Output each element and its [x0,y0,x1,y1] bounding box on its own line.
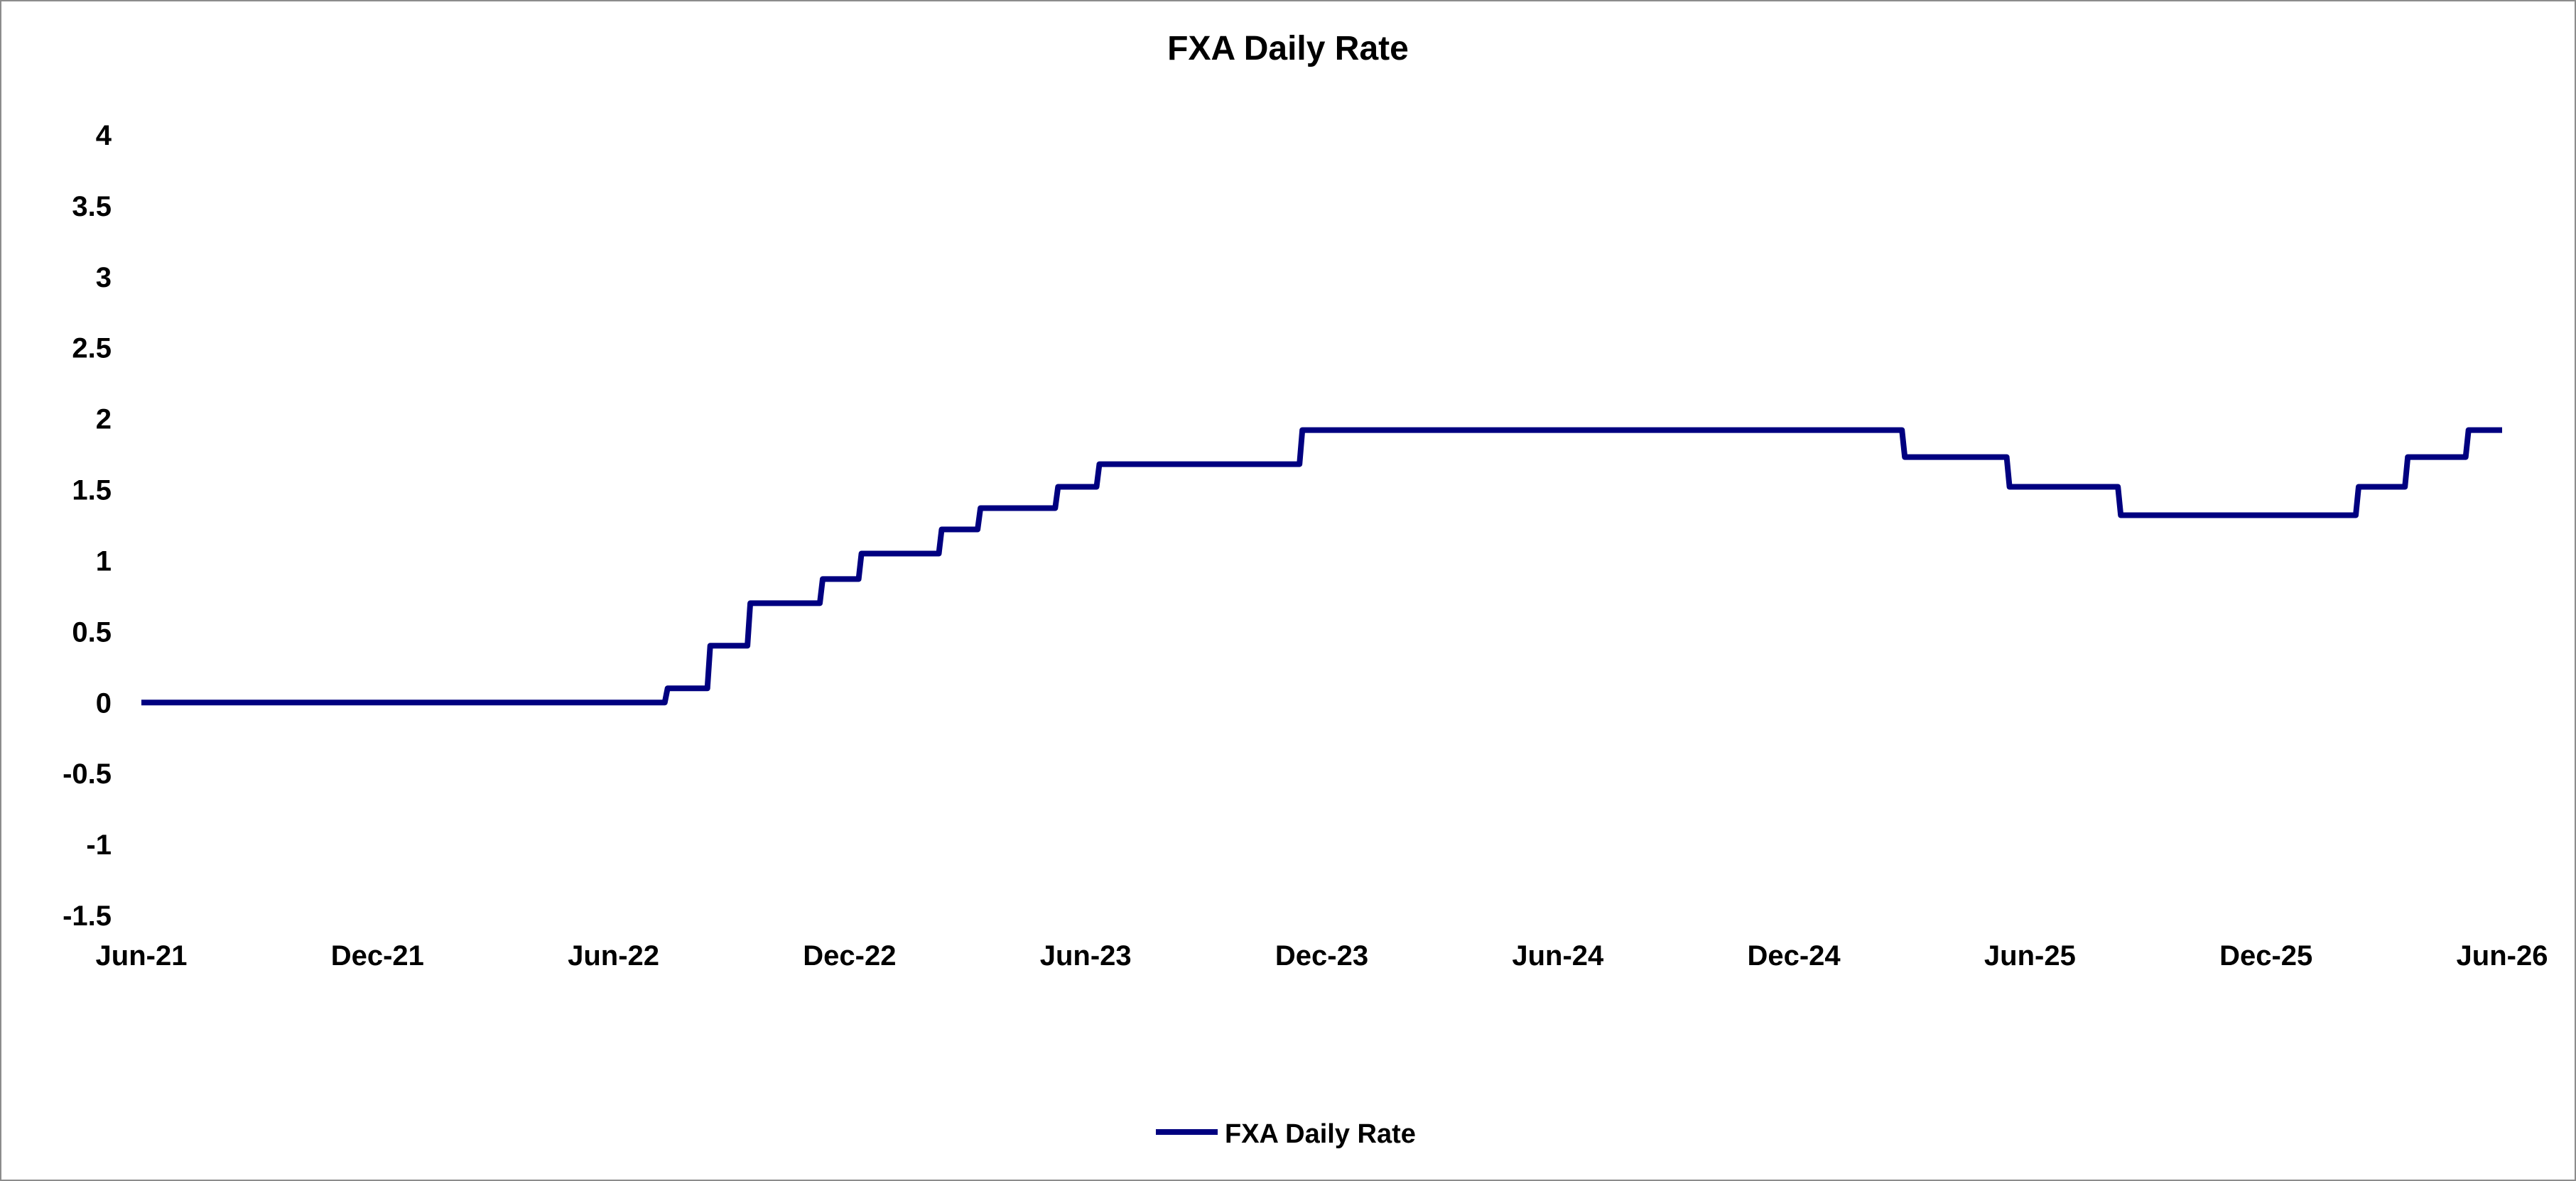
y-tick-label: 2.5 [72,333,112,364]
x-axis-ticks: Jun-21 Dec-21 Jun-22 Dec-22 Jun-23 Dec-23 Jun-… [96,940,2548,972]
x-tick-label: Dec-21 [331,940,424,972]
y-tick-label: 3.5 [72,191,112,222]
y-tick-label: 3 [96,262,112,293]
y-tick-label: -1 [86,829,112,861]
y-tick-label: 2 [96,404,112,435]
y-tick-label: 1 [96,545,112,577]
x-tick-label: Jun-26 [2457,940,2548,972]
y-tick-label: 0 [96,687,112,719]
x-tick-label: Dec-22 [803,940,896,972]
x-tick-label: Dec-24 [1747,940,1841,972]
x-tick-label: Jun-21 [96,940,188,972]
y-tick-label: 1.5 [72,475,112,506]
series-line-fxa-daily-rate [141,427,2502,706]
legend: FXA Daily Rate [1156,1119,1416,1149]
x-tick-label: Jun-22 [568,940,659,972]
y-tick-label: -0.5 [63,758,112,790]
legend-label-fxa-daily-rate: FXA Daily Rate [1225,1119,1416,1149]
x-tick-label: Dec-23 [1275,940,1368,972]
y-tick-label: -1.5 [63,900,112,932]
x-tick-label: Jun-25 [1984,940,2076,972]
series-layer [141,427,2502,706]
chart-title: FXA Daily Rate [1167,30,1409,67]
x-tick-label: Jun-24 [1512,940,1604,972]
y-tick-label: 4 [96,120,112,151]
y-tick-label: 0.5 [72,616,112,648]
y-axis-ticks: 4 3.5 3 2.5 2 1.5 1 0.5 0 -0.5 -1 -1.5 [63,120,112,932]
x-tick-label: Jun-23 [1040,940,1132,972]
x-tick-label: Dec-25 [2219,940,2312,972]
